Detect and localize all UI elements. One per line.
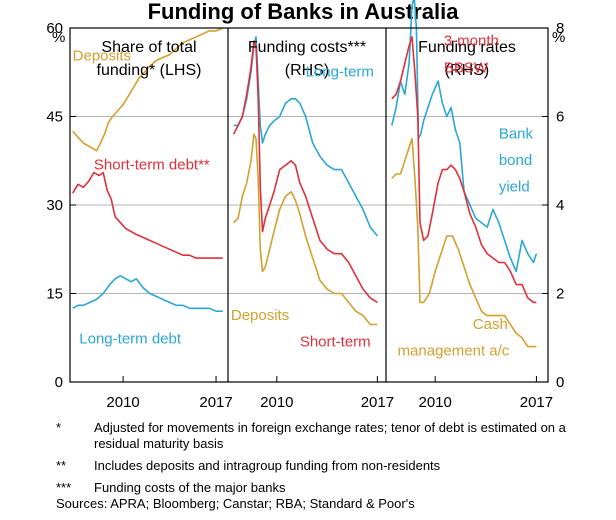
series-label: Short-term debt**: [94, 157, 210, 174]
series-line: [72, 274, 223, 313]
footnotes: * Adjusted for movements in foreign exch…: [56, 420, 596, 502]
x-tick-label: 2017: [199, 394, 232, 411]
footnote-text: Adjusted for movements in foreign exchan…: [94, 420, 566, 451]
series-line: [72, 27, 224, 152]
x-tick-label: 2017: [361, 394, 394, 411]
series-line: [391, 36, 537, 304]
footnote-mark: ***: [56, 480, 72, 495]
series-label: Cash: [473, 316, 508, 333]
series-line: [391, 0, 538, 273]
chart-title: Funding of Banks in Australia: [148, 0, 460, 24]
footnote-text: Funding costs of the major banks: [94, 480, 286, 495]
panel-title: Funding rates: [418, 39, 516, 56]
y-unit-left: %: [52, 29, 65, 46]
y-tick-label-left: 45: [46, 109, 63, 126]
y-tick-label-right: 0: [556, 374, 564, 391]
series-line: [391, 137, 537, 348]
y-tick-label-right: 2: [556, 286, 564, 303]
x-tick-label: 2010: [260, 394, 293, 411]
footnote-3: *** Funding costs of the major banks: [56, 480, 596, 496]
series-label: bond: [499, 152, 532, 169]
series-line: [72, 171, 223, 259]
y-tick-label-left: 0: [55, 374, 63, 391]
panel-title: Share of total: [101, 39, 196, 56]
series-label: yield: [499, 179, 530, 196]
plot-frame: [69, 27, 549, 383]
panel-title: funding* (LHS): [97, 62, 202, 79]
x-tick-label: 2010: [106, 394, 139, 411]
chart-svg: Funding of Banks in Australia 0 15 30 45 60 0…: [46, 0, 565, 411]
sources-line: Sources: APRA; Bloomberg; Canstar; RBA; …: [56, 496, 415, 511]
y-tick-label-right: 8: [556, 20, 564, 37]
series-label: Deposits: [231, 307, 289, 324]
y-tick-label-right: 4: [556, 197, 564, 214]
series-label: management a/c: [398, 342, 510, 359]
series-label: Long-term debt: [79, 331, 182, 348]
series-label: Long-term: [306, 64, 374, 81]
series-line: [232, 40, 378, 304]
panel-title: (RHS): [445, 62, 489, 79]
series-label: Deposits: [73, 47, 131, 64]
series-line: [233, 133, 378, 326]
series-label: 3-month: [444, 33, 499, 50]
series-label: Bank: [499, 126, 534, 143]
y-unit-right: %: [552, 29, 565, 46]
footnote-1: * Adjusted for movements in foreign exch…: [56, 420, 596, 452]
x-tick-label: 2010: [418, 394, 451, 411]
panel-title: (RHS): [285, 62, 329, 79]
footnote-text: Includes deposits and intragroup funding…: [94, 458, 441, 473]
y-tick-label-right: 6: [556, 109, 564, 126]
y-tick-label-left: 60: [46, 20, 63, 37]
y-tick-label-left: 15: [46, 286, 63, 303]
series-label: Short-term: [300, 334, 371, 351]
footnote-mark: *: [56, 420, 62, 435]
y-tick-label-left: 30: [46, 197, 63, 214]
footnote-mark: **: [56, 458, 67, 473]
x-tick-label: 2017: [520, 394, 553, 411]
series-label: BBSW: [444, 59, 489, 76]
footnote-2: ** Includes deposits and intragroup fund…: [56, 458, 596, 474]
panel-title: Funding costs***: [248, 39, 366, 56]
